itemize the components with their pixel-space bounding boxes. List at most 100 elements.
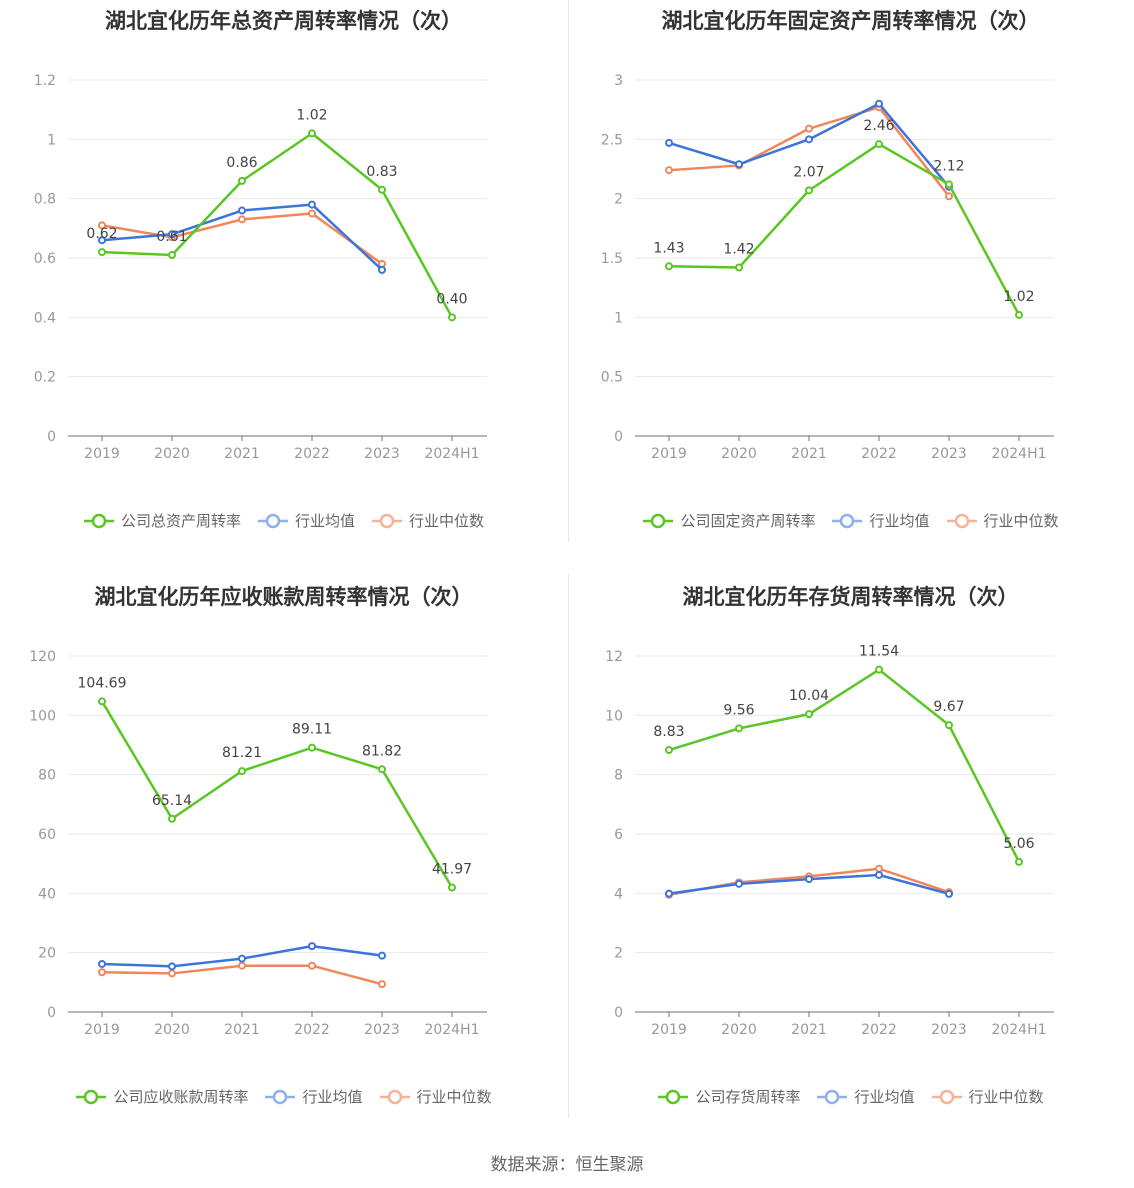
data-label: 8.83 [653,724,684,740]
legend-item-industry-avg[interactable]: 行业均值 [831,510,930,531]
legend-item-industry-avg[interactable]: 行业均值 [264,1086,363,1107]
data-label: 0.83 [366,164,397,180]
data-label: 1.02 [296,107,327,123]
data-label: 2.07 [793,164,824,180]
data-point-company [665,262,673,271]
chart-title: 湖北宜化历年固定资产周转率情况（次） [661,9,1040,33]
data-label: 2.46 [863,118,894,134]
y-tick-label: 3 [614,73,623,89]
data-point-industry-median [238,215,246,224]
data-point-industry-avg [378,265,386,274]
data-point-industry-avg [308,200,316,209]
chart-plot: 0 0.5 1 1.5 2 2.5 3 2019 2020 2021 2022 2023 2024H1 1… [601,73,1054,462]
data-label: 1.43 [653,240,684,256]
series-line-company [668,142,1021,316]
y-tick-label: 2 [614,946,623,962]
data-point-industry-median [98,221,106,230]
data-point-industry-avg [308,942,316,951]
data-point-company [735,724,743,733]
legend-label: 公司应收账款周转率 [113,1088,249,1106]
data-point-industry-avg [98,236,106,245]
legend-item-industry-median[interactable]: 行业中位数 [371,510,484,531]
data-point-industry-avg [805,135,813,144]
data-label: 65.14 [152,793,192,809]
panel-divider-top [568,0,569,542]
legend-label: 公司总资产周转率 [120,512,241,530]
y-tick-label: 0.8 [34,192,56,208]
legend-item-industry-median[interactable]: 行业中位数 [946,510,1059,531]
data-point-industry-avg [735,879,743,888]
legend-marker-icon [832,513,863,528]
data-point-industry-avg [238,206,246,215]
data-point-company [98,248,106,257]
x-tick-label: 2023 [364,1022,400,1038]
x-tick-label: 2021 [224,1022,260,1038]
y-tick-label: 0 [614,1005,623,1021]
data-point-industry-avg [665,889,673,898]
series-line-company [668,668,1021,863]
data-point-company [945,180,953,189]
legend-item-company[interactable]: 公司存货周转率 [657,1086,800,1107]
legend-circle [273,1089,288,1104]
data-point-industry-median [875,864,883,873]
data-point-company [308,129,316,138]
data-label: 9.67 [933,699,964,715]
legend-circle [939,1089,954,1104]
legend-item-industry-avg[interactable]: 行业均值 [257,510,355,531]
y-tick-label: 0.5 [601,370,623,386]
legend-label: 行业均值 [854,1088,915,1106]
y-tick-label: 20 [38,946,56,962]
data-point-industry-avg [168,962,176,971]
legend-item-industry-avg[interactable]: 行业均值 [816,1086,915,1107]
legend-item-company[interactable]: 公司固定资产周转率 [642,510,815,531]
legend-marker-icon [76,1089,107,1104]
y-tick-label: 0.2 [34,370,56,386]
data-point-industry-median [308,209,316,218]
legend-label: 行业均值 [302,1088,363,1106]
data-point-company [378,185,386,194]
y-tick-label: 4 [614,886,623,902]
chart-legend: 公司存货周转率 行业均值 行业中位数 [567,1086,1134,1107]
data-label: 81.21 [222,745,262,761]
legend-circle [825,1089,840,1104]
data-point-company [238,176,246,185]
data-point-industry-avg [875,99,883,108]
chart-title: 湖北宜化历年总资产周转率情况（次） [105,9,462,33]
chart-legend: 公司应收账款周转率 行业均值 行业中位数 [0,1086,567,1107]
y-tick-label: 0 [47,429,56,445]
data-point-industry-avg [98,959,106,968]
data-label: 81.82 [362,743,402,759]
data-label: 2.12 [933,158,964,174]
series-line-industry-median [668,106,950,198]
x-tick-label: 2023 [364,446,400,462]
data-point-company [238,767,246,776]
data-label: 9.56 [723,702,754,718]
legend-item-company[interactable]: 公司总资产周转率 [83,510,241,531]
data-point-industry-median [945,192,953,201]
data-point-industry-avg [945,889,953,898]
legend-marker-icon [83,513,114,528]
data-point-company [1015,857,1023,866]
chart-plot: 0 2 4 6 8 10 12 2019 2020 2021 2022 2023 2024H1 8.83 9… [605,644,1054,1038]
data-label: 1.02 [1003,289,1034,305]
x-tick-label: 2024H1 [991,1022,1046,1038]
y-tick-label: 2 [614,192,623,208]
legend-marker-icon [643,513,674,528]
legend-item-company[interactable]: 公司应收账款周转率 [75,1086,248,1107]
legend-marker-icon [379,1089,410,1104]
x-tick-label: 2021 [791,1022,827,1038]
data-point-industry-median [665,166,673,175]
x-tick-label: 2023 [931,1022,967,1038]
legend-item-industry-median[interactable]: 行业中位数 [379,1086,492,1107]
chart-legend: 公司固定资产周转率 行业均值 行业中位数 [567,510,1134,531]
legend-label: 行业中位数 [968,1088,1044,1106]
x-tick-label: 2022 [294,1022,330,1038]
legend-item-industry-median[interactable]: 行业中位数 [931,1086,1044,1107]
y-tick-label: 0.4 [34,310,56,326]
data-point-industry-avg [665,138,673,147]
y-tick-label: 2.5 [601,132,623,148]
series-line-company [101,132,454,318]
x-tick-label: 2022 [861,1022,897,1038]
panel-divider-bottom [568,574,569,1118]
data-point-company [1015,310,1023,319]
